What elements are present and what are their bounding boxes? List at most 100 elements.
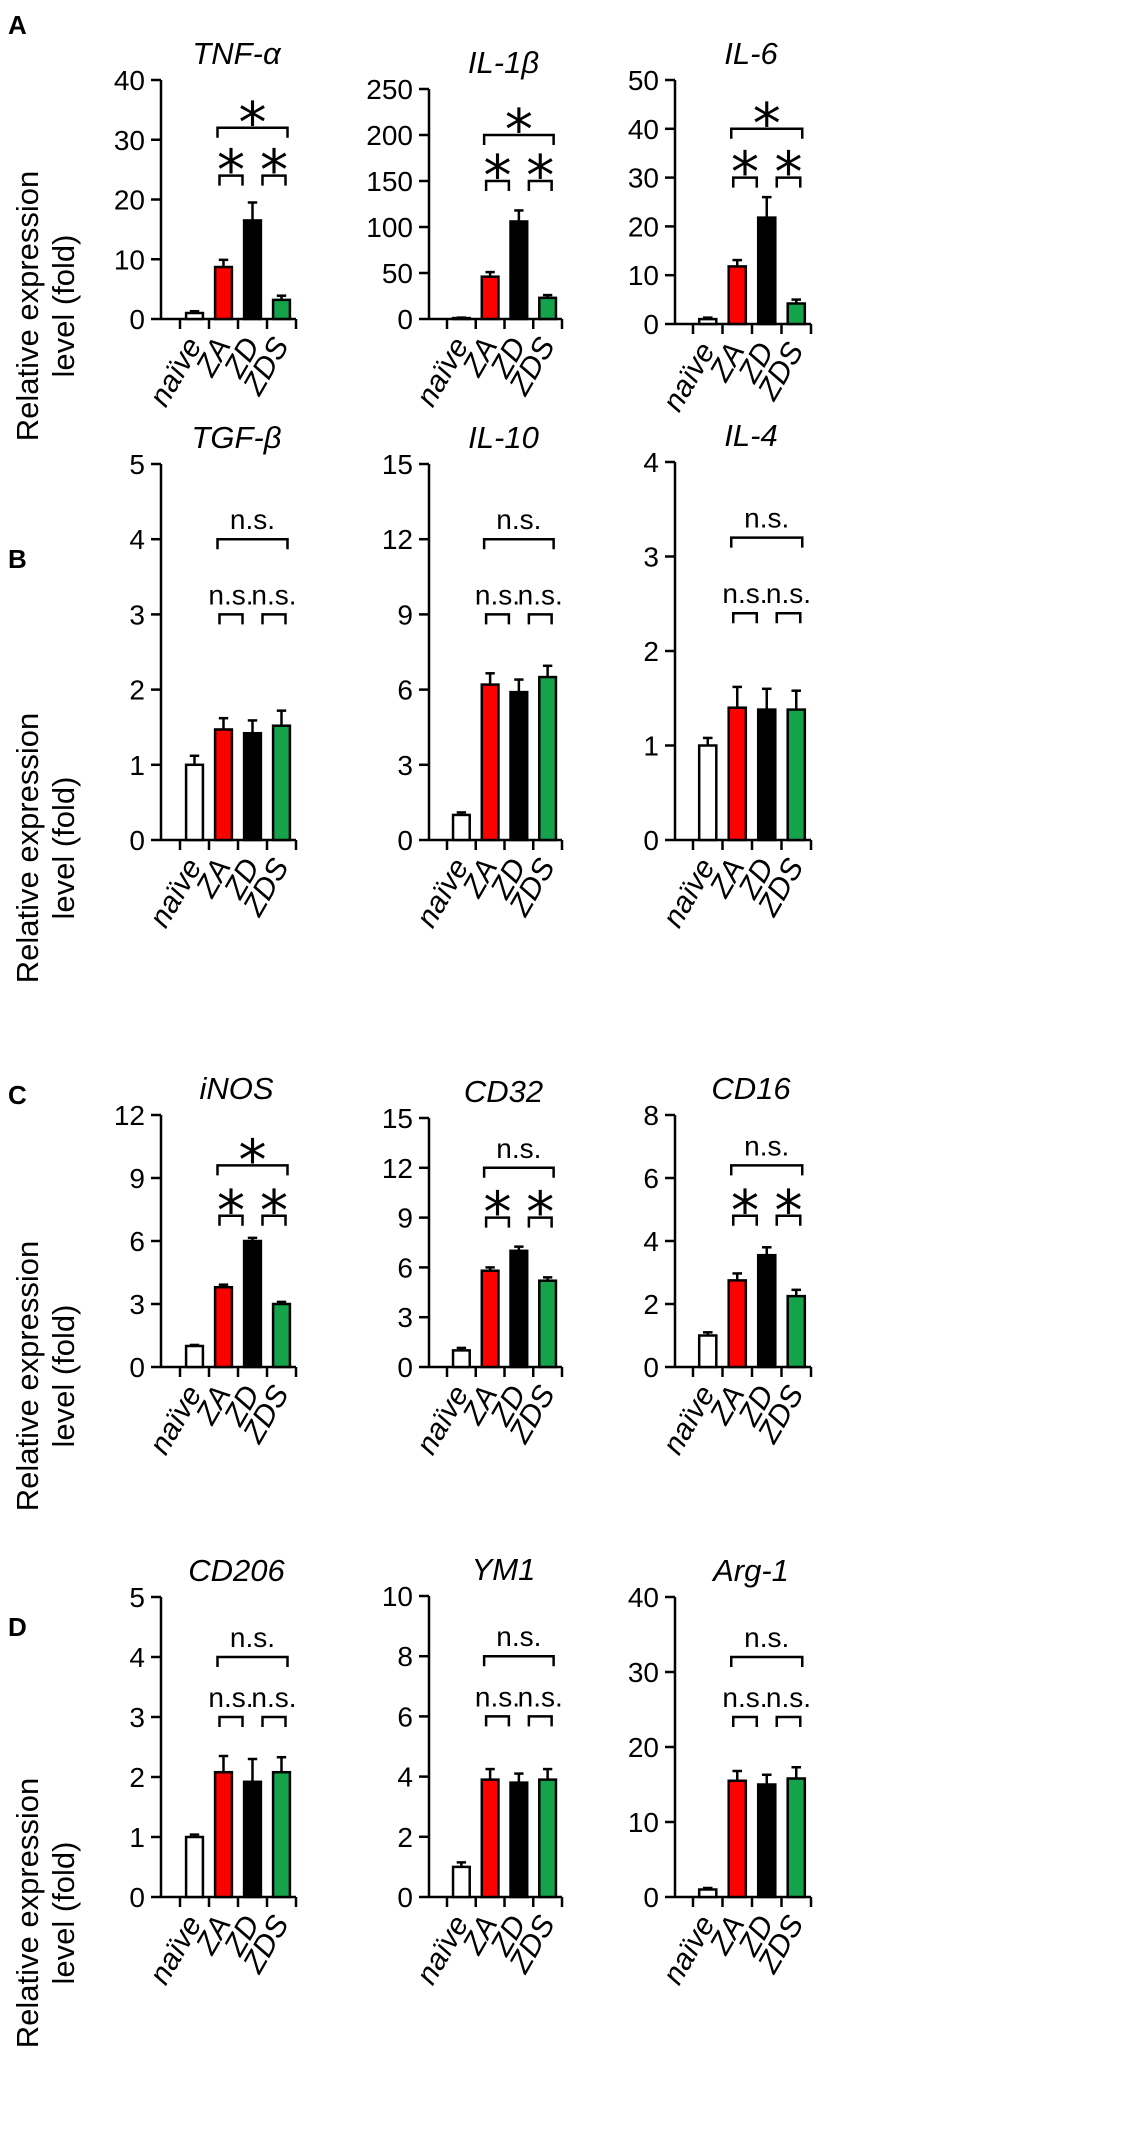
significance-bracket	[482, 537, 555, 550]
y-tick-label: 6	[129, 1226, 145, 1257]
bar-za	[480, 275, 500, 321]
bar-zd	[756, 1783, 777, 1899]
y-tick-label: 20	[628, 1732, 659, 1763]
significance-bracket	[730, 1655, 804, 1667]
y-tick-label: 1	[643, 731, 659, 762]
significance-bracket	[732, 1715, 758, 1727]
significance-star: *	[217, 1179, 245, 1244]
bar-zd	[509, 220, 529, 321]
y-tick-label: 9	[397, 1203, 413, 1234]
y-tick-label: 0	[397, 304, 413, 335]
significance-bracket	[261, 613, 287, 625]
y-tick-label: 2	[129, 1762, 145, 1793]
significance-bracket	[218, 1715, 244, 1727]
chart-title: Arg-1	[711, 1553, 789, 1588]
ylabel-row-a-line1: Relative expression	[10, 171, 45, 442]
chart-title: TGF-β	[191, 420, 281, 455]
significance-ns: n.s.	[230, 1622, 275, 1653]
bar-zd	[756, 708, 777, 842]
bar-zd	[509, 1249, 529, 1369]
y-tick-label: 0	[129, 304, 145, 335]
chart-title: IL-6	[724, 36, 778, 71]
ylabel-row-b-line1: Relative expression	[10, 713, 45, 984]
bar-naive	[697, 744, 718, 842]
significance-bracket	[216, 126, 289, 138]
bar-za	[727, 706, 748, 842]
y-tick-label: 0	[643, 1882, 659, 1913]
significance-bracket	[732, 1214, 758, 1226]
bar-zd	[242, 1780, 263, 1899]
significance-ns: n.s.	[496, 504, 541, 535]
bar-zds	[786, 708, 807, 842]
significance-bracket	[484, 179, 511, 191]
bar-za	[213, 1285, 234, 1369]
significance-ns: n.s.	[208, 579, 253, 610]
y-tick-label: 6	[397, 1701, 413, 1732]
bar-naive	[697, 317, 718, 326]
significance-bracket	[216, 1164, 289, 1176]
y-tick-label: 0	[643, 309, 659, 340]
y-tick-label: 0	[643, 1352, 659, 1383]
y-tick-label: 12	[382, 524, 413, 555]
chart-title: IL-1β	[468, 45, 539, 80]
bar-zds	[538, 1279, 558, 1369]
y-tick-label: 250	[366, 74, 413, 105]
significance-star: *	[239, 91, 267, 156]
y-tick-label: 2	[643, 1289, 659, 1320]
y-tick-label: 50	[628, 65, 659, 96]
bar-za	[480, 1778, 500, 1899]
bar-za	[727, 265, 748, 326]
bar-za	[213, 1770, 234, 1899]
y-tick-label: 0	[129, 1882, 145, 1913]
significance-ns: n.s.	[208, 1682, 253, 1713]
significance-star: *	[484, 144, 512, 209]
y-tick-label: 1	[129, 1822, 145, 1853]
y-tick-label: 20	[114, 185, 145, 216]
category-label: naïve	[143, 1380, 208, 1460]
bar-za	[480, 1269, 500, 1369]
significance-ns: n.s.	[744, 1622, 789, 1653]
significance-ns: n.s.	[475, 579, 520, 610]
y-tick-label: 4	[643, 447, 659, 478]
significance-bracket	[218, 613, 244, 625]
y-tick-label: 8	[643, 1100, 659, 1131]
y-tick-label: 0	[129, 825, 145, 856]
y-tick-label: 6	[397, 1252, 413, 1283]
chart-title: TNF-α	[192, 36, 282, 71]
category-label: naïve	[410, 332, 475, 412]
y-tick-label: 0	[397, 825, 413, 856]
bar-zds	[786, 302, 807, 326]
bar-zd	[756, 216, 777, 326]
bar-zds	[271, 1302, 292, 1369]
ylabel-row-d-line2: level (fold)	[46, 1842, 81, 1985]
y-tick-label: 10	[114, 244, 145, 275]
y-tick-label: 12	[382, 1153, 413, 1184]
bar-zds	[786, 1777, 807, 1899]
y-tick-label: 0	[643, 825, 659, 856]
significance-ns: n.s.	[496, 1133, 541, 1164]
significance-star: *	[260, 139, 288, 204]
y-tick-label: 0	[397, 1352, 413, 1383]
significance-bracket	[730, 1164, 804, 1176]
bar-zd	[242, 1239, 263, 1369]
significance-star: *	[239, 1128, 267, 1193]
y-tick-label: 4	[129, 1642, 145, 1673]
significance-star: *	[505, 98, 533, 163]
significance-bracket	[732, 176, 758, 188]
y-tick-label: 30	[628, 1657, 659, 1688]
y-tick-label: 0	[397, 1882, 413, 1913]
bar-zds	[538, 296, 558, 321]
y-tick-label: 2	[129, 675, 145, 706]
bar-naive	[451, 813, 471, 842]
y-tick-label: 3	[397, 750, 413, 781]
bar-zd	[242, 731, 263, 842]
bar-naive	[451, 1349, 471, 1369]
significance-ns: n.s.	[251, 579, 296, 610]
significance-star: *	[731, 141, 759, 206]
significance-bracket	[261, 174, 287, 186]
significance-bracket	[216, 1655, 289, 1667]
bar-naive	[184, 1344, 205, 1369]
bar-za	[213, 265, 234, 321]
